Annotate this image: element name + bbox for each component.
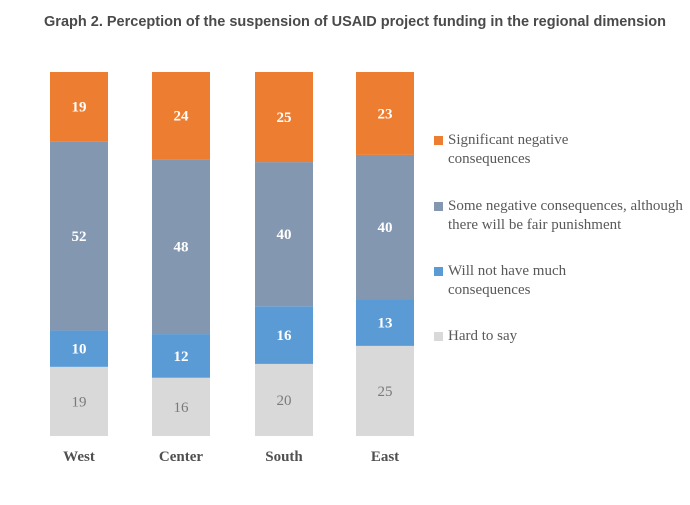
bar-segment-west-2 <box>50 141 108 331</box>
x-tick-label: West <box>63 449 95 465</box>
bar-segment-east-1 <box>356 299 414 346</box>
data-label: 25 <box>378 384 393 400</box>
bar-segment-south-3 <box>255 72 313 163</box>
bar-segment-center-1 <box>152 334 210 378</box>
data-label: 16 <box>277 328 293 344</box>
x-tick-label: Center <box>159 449 203 465</box>
legend-item: Significant negative consequences <box>434 131 628 169</box>
data-label: 24 <box>174 109 190 125</box>
bar-segment-east-3 <box>356 72 414 155</box>
legend-swatch <box>434 332 443 341</box>
data-label: 23 <box>378 106 393 122</box>
legend-item: Some negative consequences, although the… <box>434 197 688 235</box>
data-label: 13 <box>378 315 393 331</box>
bar-segment-east-2 <box>356 154 414 300</box>
data-label: 19 <box>72 100 87 116</box>
bar-segment-south-1 <box>255 306 313 364</box>
legend-label: Some negative consequences, although the… <box>448 198 683 233</box>
bar-segment-west-1 <box>50 330 108 367</box>
legend-swatch <box>434 202 443 211</box>
legend-item: Hard to say <box>434 327 628 346</box>
legend-item: Will not have much consequences <box>434 262 628 300</box>
legend-label: Significant negative consequences <box>448 132 569 167</box>
x-tick-label: South <box>265 449 303 465</box>
legend-swatch <box>434 136 443 145</box>
bar-segment-west-3 <box>50 72 108 142</box>
bar-segment-east-0 <box>356 345 414 436</box>
legend-swatch <box>434 267 443 276</box>
bar-segment-south-2 <box>255 162 313 307</box>
data-label: 20 <box>277 393 292 409</box>
chart-title: Graph 2. Perception of the suspension of… <box>44 14 666 30</box>
data-label: 19 <box>72 394 87 410</box>
data-label: 12 <box>174 349 189 365</box>
data-label: 40 <box>277 227 292 243</box>
data-label: 40 <box>378 220 393 236</box>
data-label: 10 <box>72 342 87 358</box>
bar-segment-south-0 <box>255 363 313 436</box>
legend-label: Will not have much consequences <box>448 263 567 298</box>
x-tick-label: East <box>371 449 399 465</box>
bar-segment-center-3 <box>152 72 210 160</box>
bar-segment-west-0 <box>50 366 108 436</box>
data-label: 48 <box>174 240 189 256</box>
bar-segment-center-0 <box>152 377 210 436</box>
data-label: 25 <box>277 110 292 126</box>
data-label: 16 <box>174 400 190 416</box>
bar-segment-center-2 <box>152 159 210 335</box>
legend-label: Hard to say <box>448 328 518 344</box>
data-label: 52 <box>72 229 87 245</box>
